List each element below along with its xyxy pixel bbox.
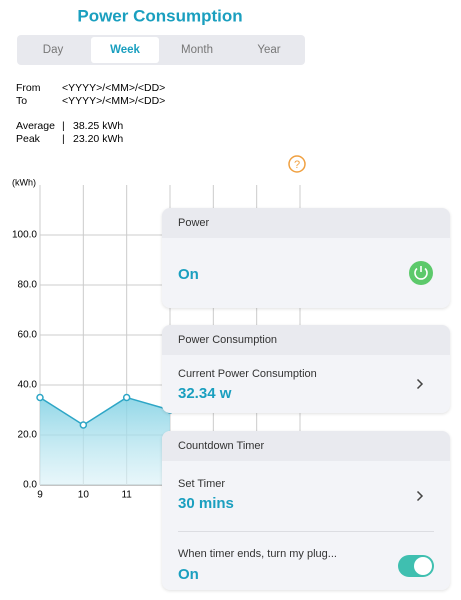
chevron[interactable] [416,490,424,502]
card-header: Countdown Timer [162,431,450,461]
separator: | [62,120,65,132]
y-tick-label: 80.0 [18,280,38,291]
divider [178,531,434,532]
y-tick-label: 60.0 [18,330,38,341]
area [40,397,170,485]
line [39,396,171,426]
power-card: Power On [162,208,450,308]
power-button[interactable] [408,260,434,286]
page-title: Power Consumption [77,6,242,25]
tab[interactable]: Week [110,44,140,56]
timer-value[interactable]: 30 mins [178,495,234,512]
from-label: From [16,82,41,94]
card-header: Power Consumption [162,325,450,355]
average-value: 38.25 kWh [73,120,123,132]
tab[interactable]: Day [43,44,64,56]
y-tick-label: 100.0 [12,230,37,241]
separator: | [62,133,65,145]
row-label: When timer ends, turn my plug... [178,548,337,560]
power-state: On [178,266,199,283]
tab[interactable]: Year [257,44,280,56]
chevron[interactable] [416,378,424,390]
x-tick-label: 10 [78,490,90,501]
y-tick-label: 0.0 [23,480,37,491]
y-axis-label: (kWh) [12,177,36,187]
help-button[interactable] [288,155,306,173]
help-icon[interactable]: ? [294,159,300,171]
average-label: Average [16,120,55,132]
peak-value: 23.20 kWh [73,133,123,145]
row-label: Current Power Consumption [178,368,317,380]
tab-bar [17,35,305,65]
card-header: Power [162,208,450,238]
x-tick-label: 9 [37,490,43,501]
point [122,393,131,402]
point [36,393,44,402]
y-tick-label: 40.0 [18,380,38,391]
current-power[interactable]: 32.34 w [178,385,232,402]
peak-label: Peak [16,133,41,145]
row-label: Set Timer [178,478,226,490]
tab-selected[interactable] [91,37,159,63]
tab[interactable]: Month [181,44,213,56]
y-tick-label: 20.0 [18,430,38,441]
timer-card: Countdown Timer Set Timer 30 mins When t… [162,431,450,590]
from-value: <YYYY>/<MM>/<DD> [62,82,165,94]
toggle[interactable] [398,555,434,577]
consumption-card: Power Consumption Current Power Consumpt… [162,325,450,413]
plug-state: On [178,566,199,583]
to-value: <YYYY>/<MM>/<DD> [62,95,165,107]
to-label: To [16,95,27,107]
point [79,421,88,429]
x-tick-label: 11 [121,490,132,501]
